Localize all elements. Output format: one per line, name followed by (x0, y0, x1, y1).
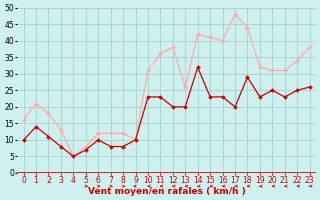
X-axis label: Vent moyen/en rafales ( km/h ): Vent moyen/en rafales ( km/h ) (88, 187, 245, 196)
